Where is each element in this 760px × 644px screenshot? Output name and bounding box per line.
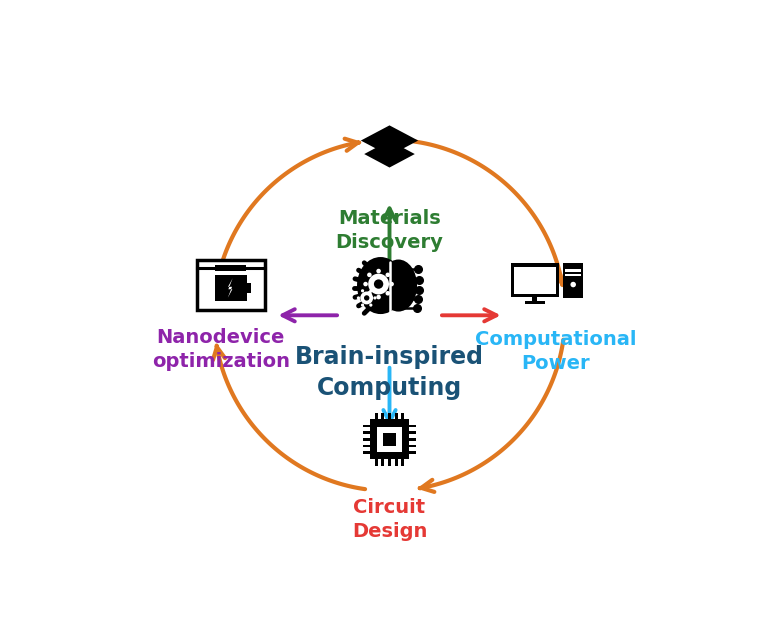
Text: Materials
Discovery: Materials Discovery (336, 209, 443, 252)
Bar (565, 274, 581, 276)
Bar (363, 451, 369, 454)
Bar (563, 263, 583, 298)
Bar (363, 438, 369, 440)
Bar (532, 297, 537, 303)
Text: Brain-inspired
Computing: Brain-inspired Computing (295, 345, 484, 400)
Bar (382, 413, 385, 419)
Ellipse shape (380, 260, 417, 312)
Polygon shape (361, 126, 418, 156)
Circle shape (385, 291, 390, 296)
Bar (388, 459, 391, 466)
Bar (377, 427, 402, 451)
Circle shape (376, 295, 381, 299)
Bar (382, 459, 385, 466)
Bar (375, 413, 378, 419)
Ellipse shape (357, 257, 404, 314)
Circle shape (571, 282, 576, 287)
Circle shape (360, 292, 373, 305)
Bar (247, 283, 251, 293)
Circle shape (357, 296, 360, 299)
Bar (369, 419, 410, 459)
Bar (410, 431, 416, 434)
Bar (375, 459, 378, 466)
Circle shape (389, 282, 394, 287)
Bar (214, 275, 247, 301)
Circle shape (361, 303, 364, 307)
Bar (401, 459, 404, 466)
Circle shape (367, 272, 372, 277)
Circle shape (369, 289, 372, 292)
Circle shape (367, 291, 372, 296)
Text: Circuit
Design: Circuit Design (352, 498, 427, 541)
Text: Nanodevice
optimization: Nanodevice optimization (152, 328, 290, 371)
Bar (197, 260, 264, 310)
Bar (363, 424, 369, 428)
Bar (363, 444, 369, 448)
Bar (215, 265, 246, 271)
Bar (514, 267, 556, 294)
Polygon shape (228, 278, 233, 298)
Bar (410, 424, 416, 428)
Bar (394, 459, 397, 466)
Circle shape (361, 289, 364, 292)
Bar (388, 413, 391, 419)
Bar (401, 413, 404, 419)
Bar (394, 413, 397, 419)
Circle shape (385, 272, 390, 277)
Circle shape (373, 296, 376, 299)
Polygon shape (364, 140, 415, 167)
Circle shape (369, 303, 372, 307)
Bar (363, 431, 369, 434)
Circle shape (376, 269, 381, 273)
Bar (410, 438, 416, 440)
Circle shape (364, 295, 369, 301)
Bar (565, 269, 581, 272)
Bar (524, 301, 545, 304)
Bar (383, 433, 396, 446)
Circle shape (363, 282, 368, 287)
Bar (410, 451, 416, 454)
Circle shape (374, 279, 383, 289)
Circle shape (368, 274, 389, 294)
Bar (511, 263, 559, 298)
Text: Computational
Power: Computational Power (475, 330, 636, 374)
Bar (410, 444, 416, 448)
